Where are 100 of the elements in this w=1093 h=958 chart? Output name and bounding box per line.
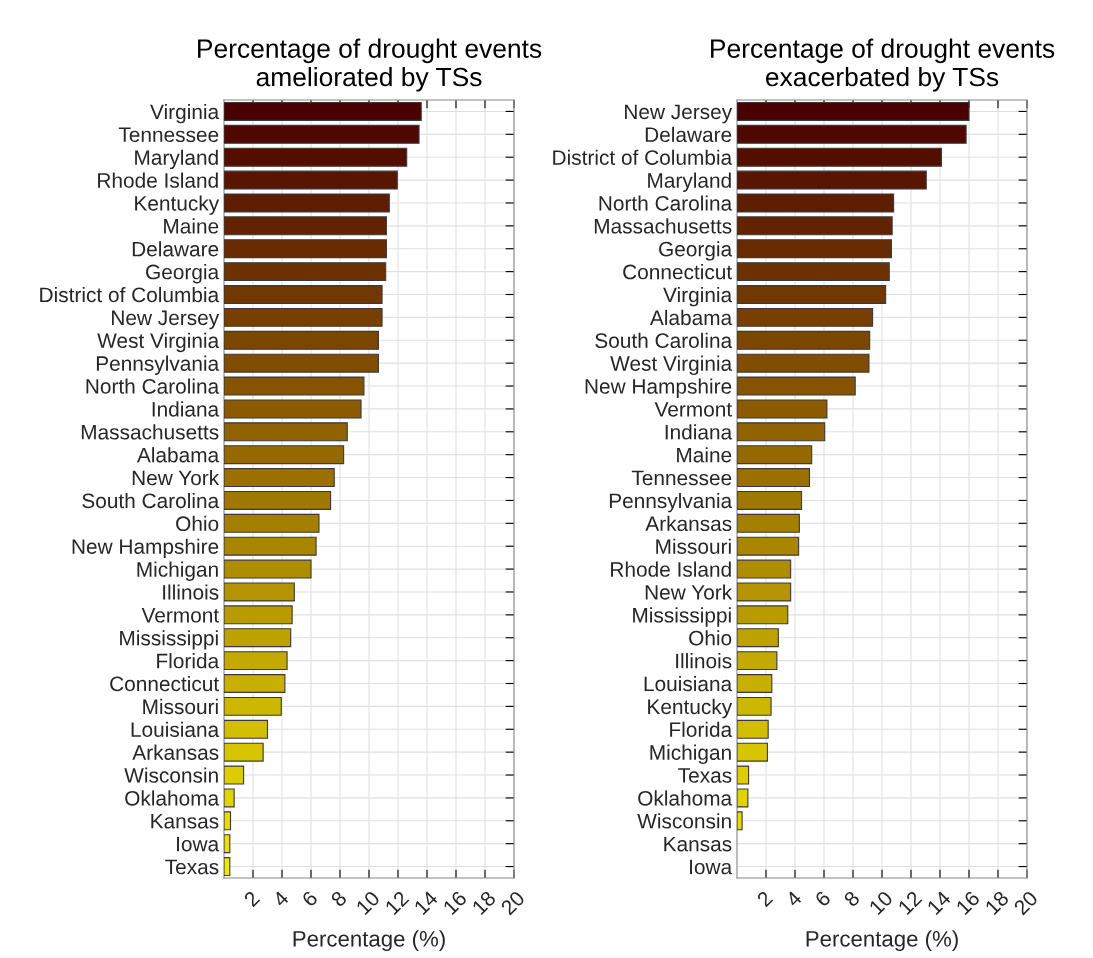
bar — [737, 330, 871, 350]
bar — [224, 719, 269, 739]
y-tick-label: South Carolina — [595, 332, 733, 349]
bar — [737, 170, 927, 190]
y-tick-label: Vermont — [654, 402, 732, 417]
bar — [224, 124, 420, 144]
x-tick-label: 2 — [756, 890, 774, 908]
y-tick-label: Kansas — [151, 814, 219, 829]
y-tick-label: Mississippi — [633, 607, 731, 627]
y-tick-label: Maryland — [648, 172, 731, 192]
bar — [737, 696, 772, 716]
bar — [737, 513, 800, 533]
bar — [224, 353, 379, 373]
x-tick-label: 6 — [814, 890, 832, 908]
y-tick-label: Georgia — [659, 241, 733, 261]
y-tick-label: Michigan — [137, 561, 218, 581]
y-tick-label: North Carolina — [86, 378, 220, 394]
y-tick-label: North Carolina — [599, 195, 733, 211]
bar — [737, 468, 811, 488]
y-tick-label: West Virginia — [97, 332, 220, 353]
y-tick-label: New York — [132, 470, 220, 486]
y-tick-label: Oklahoma — [638, 790, 733, 806]
y-tick-label: District of Columbia — [40, 286, 220, 303]
bar — [737, 811, 743, 831]
bar — [737, 399, 828, 419]
x-axis-title: Percentage (%) — [806, 930, 958, 952]
y-tick-label: Oklahoma — [125, 790, 220, 806]
bar — [737, 788, 749, 808]
bar — [737, 490, 803, 510]
x-tick-label: 14 — [413, 890, 439, 916]
bar — [224, 674, 286, 693]
y-tick-label: Arkansas — [645, 515, 732, 532]
y-tick-label: Iowa — [177, 836, 220, 852]
bar — [737, 422, 826, 442]
x-tick-label: 16 — [442, 890, 468, 916]
bar — [224, 399, 362, 419]
y-tick-label: South Carolina — [82, 492, 220, 509]
bar — [224, 147, 408, 167]
bar — [224, 285, 383, 304]
y-tick-label: Arkansas — [132, 744, 219, 760]
y-tick-label: Connecticut — [110, 675, 219, 692]
y-tick-label: Ohio — [176, 515, 219, 532]
y-tick-label: Missouri — [656, 538, 731, 554]
bar — [224, 101, 422, 121]
y-tick-label: Pennsylvania — [96, 355, 220, 376]
y-tick-label: Pennsylvania — [609, 492, 733, 513]
bar — [737, 651, 778, 671]
y-tick-label: New Jersey — [625, 104, 733, 124]
x-tick-label: 6 — [301, 890, 319, 908]
x-tick-label: 10 — [355, 890, 381, 916]
bar — [737, 262, 890, 282]
y-tick-label: Illinois — [163, 584, 219, 600]
bar — [224, 696, 282, 716]
y-tick-label: Connecticut — [623, 264, 732, 280]
y-tick-label: Tennessee — [631, 470, 732, 486]
x-tick-label: 12 — [384, 890, 410, 916]
bar — [224, 330, 379, 350]
bar — [737, 605, 789, 625]
bar — [224, 834, 231, 854]
y-tick-label: Delaware — [645, 126, 732, 143]
bar — [737, 445, 813, 465]
y-tick-label: Wisconsin — [637, 813, 731, 829]
bar — [224, 376, 365, 396]
bar — [737, 353, 870, 373]
bar — [737, 307, 874, 327]
y-tick-label: Delaware — [132, 241, 219, 257]
bar — [224, 811, 232, 831]
x-tick-label: 4 — [784, 890, 803, 908]
y-tick-label: Massachusetts — [594, 218, 732, 234]
y-tick-label: Florida — [670, 721, 733, 738]
bar — [224, 262, 387, 282]
bar — [737, 536, 800, 556]
x-tick-label: 2 — [243, 890, 261, 908]
x-tick-label: 20 — [500, 890, 526, 916]
bar — [737, 559, 792, 579]
bar — [737, 742, 769, 762]
x-tick-label: 18 — [471, 890, 497, 916]
bar — [737, 193, 895, 213]
y-tick-label: Louisiana — [131, 721, 220, 738]
bar — [224, 307, 383, 327]
y-tick-label: West Virginia — [610, 355, 733, 376]
y-tick-label: Florida — [157, 653, 220, 669]
y-tick-label: Indiana — [665, 424, 733, 440]
bar — [737, 124, 967, 144]
y-tick-label: Kentucky — [648, 698, 733, 719]
x-axis-title: Percentage (%) — [293, 930, 445, 952]
y-tick-label: District of Columbia — [553, 149, 733, 165]
y-tick-label: Rhode Island — [98, 172, 218, 188]
y-tick-label: Maryland — [135, 149, 218, 170]
bar — [737, 101, 970, 121]
y-tick-label: Kansas — [664, 836, 732, 852]
y-tick-label: New Hampshire — [585, 378, 732, 398]
y-tick-label: Massachusetts — [81, 424, 219, 440]
y-tick-label: New Jersey — [112, 310, 220, 330]
bar — [224, 857, 231, 877]
bar — [224, 651, 288, 671]
bar — [737, 216, 893, 236]
y-tick-label: Virginia — [150, 103, 220, 124]
bar — [224, 490, 332, 510]
x-tick-label: 8 — [843, 890, 861, 908]
